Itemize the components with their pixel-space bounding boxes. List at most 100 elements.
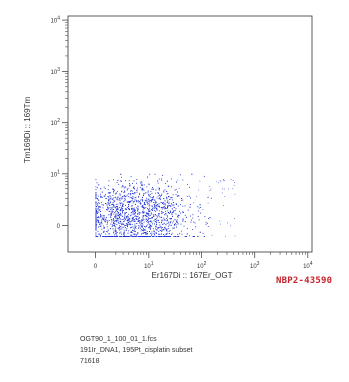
data-point xyxy=(115,210,117,212)
data-point xyxy=(140,220,142,222)
data-point xyxy=(127,222,129,224)
data-point xyxy=(168,221,170,223)
data-point xyxy=(145,236,147,237)
data-point xyxy=(147,190,149,192)
data-point xyxy=(95,208,97,210)
data-point xyxy=(141,226,143,228)
data-point xyxy=(128,230,130,232)
data-point xyxy=(197,236,199,237)
data-point xyxy=(157,215,159,217)
data-point xyxy=(134,199,136,201)
data-point xyxy=(110,198,112,200)
data-point xyxy=(173,224,175,226)
data-point xyxy=(168,205,170,207)
data-point xyxy=(175,220,177,222)
data-point xyxy=(110,223,112,225)
data-point xyxy=(142,205,143,207)
data-point xyxy=(116,224,118,225)
data-point xyxy=(119,210,121,211)
data-point xyxy=(140,182,142,184)
data-point xyxy=(184,214,186,216)
data-point xyxy=(132,236,134,237)
data-point xyxy=(160,207,162,208)
data-point xyxy=(126,216,128,218)
data-point xyxy=(97,203,98,205)
y-tick-label: 101 xyxy=(51,169,61,178)
data-point xyxy=(145,212,147,214)
data-point xyxy=(151,188,153,190)
data-point xyxy=(145,219,147,221)
data-point xyxy=(116,182,118,183)
data-point xyxy=(145,199,147,201)
data-point xyxy=(122,233,124,235)
data-point xyxy=(118,199,120,201)
data-point xyxy=(135,212,136,214)
data-point xyxy=(113,213,115,215)
data-point xyxy=(107,222,108,224)
data-point xyxy=(166,220,168,222)
data-point xyxy=(145,225,147,227)
data-point xyxy=(147,236,149,237)
data-point xyxy=(107,236,109,237)
data-point xyxy=(163,236,165,237)
data-point xyxy=(134,225,136,227)
data-point xyxy=(157,192,159,193)
data-point xyxy=(150,220,152,222)
data-point xyxy=(121,219,123,220)
data-point xyxy=(182,205,184,207)
data-point xyxy=(114,229,116,231)
data-point xyxy=(120,197,122,199)
data-point xyxy=(126,212,127,213)
data-point xyxy=(150,212,152,214)
data-point xyxy=(192,214,194,216)
data-point xyxy=(153,199,155,201)
data-point xyxy=(209,186,211,187)
data-point xyxy=(95,211,97,212)
data-point xyxy=(123,187,125,189)
data-point xyxy=(147,219,149,221)
data-point xyxy=(140,184,142,186)
data-point xyxy=(133,201,135,202)
data-point xyxy=(176,219,178,221)
data-point xyxy=(156,201,158,203)
data-point xyxy=(119,225,121,227)
data-point xyxy=(136,201,138,203)
data-point xyxy=(147,224,149,226)
data-point xyxy=(128,206,129,207)
data-point xyxy=(164,228,166,229)
data-point xyxy=(107,229,109,231)
data-point xyxy=(120,231,122,233)
data-point xyxy=(167,215,168,217)
data-point xyxy=(105,220,107,222)
data-point xyxy=(152,228,154,230)
data-point xyxy=(149,201,151,203)
data-point xyxy=(164,183,166,184)
data-point xyxy=(164,236,166,237)
data-point xyxy=(114,236,116,237)
data-point xyxy=(97,195,99,197)
data-point xyxy=(149,227,151,228)
data-point xyxy=(114,215,116,217)
data-point xyxy=(133,228,135,229)
data-point xyxy=(148,205,150,207)
data-point xyxy=(117,215,119,216)
data-point xyxy=(230,178,232,180)
data-point xyxy=(150,190,152,192)
data-point xyxy=(123,210,124,211)
data-point xyxy=(112,197,114,199)
data-point xyxy=(119,202,121,204)
data-point xyxy=(145,215,146,217)
data-point xyxy=(136,215,137,217)
data-point xyxy=(125,209,127,210)
data-point xyxy=(138,217,140,219)
data-point xyxy=(175,208,177,210)
data-point xyxy=(96,236,98,237)
data-point xyxy=(133,233,135,235)
data-point xyxy=(168,225,169,227)
data-point xyxy=(100,201,102,203)
data-point xyxy=(122,198,124,200)
data-point xyxy=(124,208,126,210)
data-point xyxy=(141,233,142,235)
data-point xyxy=(128,217,130,219)
data-point xyxy=(95,204,97,206)
